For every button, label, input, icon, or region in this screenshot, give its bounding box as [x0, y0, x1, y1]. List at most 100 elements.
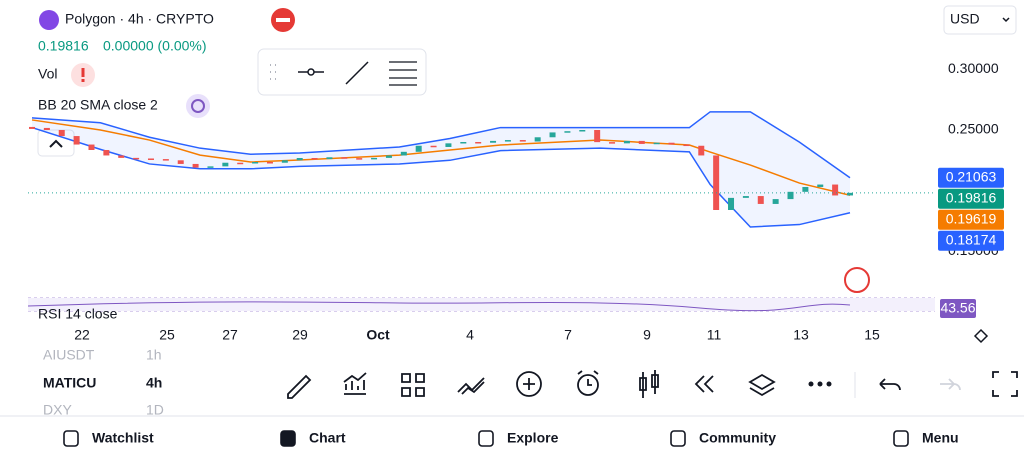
currency-caret: [1002, 17, 1010, 23]
nav-label[interactable]: Menu: [922, 430, 959, 446]
picker-interval[interactable]: 4h: [146, 375, 162, 391]
candle: [564, 131, 571, 133]
picker-interval[interactable]: 1D: [146, 402, 164, 418]
price-tag: [938, 230, 1004, 251]
bb-upper: [31, 111, 851, 179]
picker-symbol[interactable]: DXY: [43, 402, 72, 418]
settings-icon[interactable]: [973, 328, 989, 344]
warning-mark: [81, 68, 85, 77]
rsi-label: RSI 14 close: [38, 306, 118, 322]
candle: [118, 155, 125, 158]
add-tool[interactable]: [516, 371, 542, 397]
candle: [787, 191, 794, 200]
nav-icon: [478, 430, 494, 447]
candle: [579, 130, 586, 132]
candle: [847, 192, 853, 196]
candle: [832, 184, 839, 196]
reload-icon[interactable]: [186, 94, 210, 118]
bb-middle: [31, 119, 851, 196]
candle: [281, 160, 288, 163]
candle: [519, 140, 526, 142]
candle: [757, 196, 764, 204]
price-tag: [938, 188, 1004, 209]
indicators-tool[interactable]: [343, 372, 367, 395]
candle: [638, 140, 645, 144]
candle: [207, 166, 214, 168]
x-axis-label: 9: [643, 327, 651, 343]
draw-tool[interactable]: [287, 374, 312, 399]
rsi-tag: [940, 299, 976, 318]
picker-symbol[interactable]: AIUSDT: [43, 347, 95, 363]
nav-label[interactable]: Chart: [309, 430, 346, 446]
candle: [311, 158, 318, 160]
candle: [430, 145, 437, 148]
candle: [653, 142, 660, 145]
candle: [668, 142, 675, 145]
collapse-caret: [49, 139, 63, 148]
candle: [192, 163, 199, 168]
candle: [341, 157, 348, 159]
coin-icon: [39, 10, 59, 30]
candle: [490, 140, 497, 143]
currency-select[interactable]: [943, 5, 1017, 35]
warning-dot: [81, 79, 85, 82]
candle: [356, 158, 363, 160]
candle: [162, 159, 169, 161]
candle: [43, 127, 50, 130]
candle: [683, 144, 690, 147]
picker-interval[interactable]: 1h: [146, 347, 162, 363]
more-dot: [826, 381, 832, 387]
alert-tool[interactable]: [577, 374, 599, 396]
more-dot: [817, 381, 823, 387]
x-axis-label: 15: [864, 327, 880, 343]
replay-tool[interactable]: [694, 375, 714, 393]
currency-label: USD: [950, 11, 980, 27]
candles-tool[interactable]: [639, 370, 659, 398]
compare-tool[interactable]: [457, 377, 485, 395]
rsi-line: [27, 301, 851, 312]
x-axis-label: 27: [222, 327, 238, 343]
candle: [73, 136, 80, 145]
picker-symbol[interactable]: MATICU: [43, 375, 96, 391]
drag-handle[interactable]: [270, 64, 276, 80]
remove-icon: [276, 18, 290, 22]
templates-tool[interactable]: [401, 373, 425, 397]
candle: [594, 130, 601, 143]
candle: [222, 162, 229, 167]
nav-icon: [280, 430, 296, 447]
trendline-tool[interactable]: [345, 61, 369, 85]
candle: [326, 157, 333, 160]
x-axis-label: 7: [564, 327, 572, 343]
candle: [713, 155, 720, 210]
candle: [504, 140, 511, 142]
candle: [445, 143, 452, 147]
undo-tool[interactable]: [879, 378, 901, 391]
candle: [742, 196, 749, 198]
candle: [802, 186, 809, 192]
nav-label[interactable]: Community: [699, 430, 776, 446]
price-tag: [938, 209, 1004, 230]
candle: [371, 157, 378, 160]
candle: [296, 158, 303, 161]
candle: [817, 184, 824, 187]
candle: [475, 142, 482, 144]
nav-label[interactable]: Watchlist: [92, 430, 154, 446]
nav-label[interactable]: Explore: [507, 430, 559, 446]
more-dot[interactable]: [808, 381, 814, 387]
candle: [534, 137, 541, 142]
layers-tool[interactable]: [748, 373, 776, 397]
fullscreen-tool[interactable]: [992, 371, 1018, 397]
candle: [460, 142, 467, 144]
nav-icon: [63, 430, 79, 447]
reload-glyph: [191, 99, 205, 113]
candle: [728, 197, 735, 210]
alert-glyph: [577, 370, 599, 386]
flag-event[interactable]: [844, 267, 870, 293]
hline-tool-point: [307, 68, 315, 76]
y-tick-label: 0.30000: [948, 60, 999, 76]
price-tag-label: 0.18174: [946, 231, 997, 247]
bb-lower: [31, 126, 851, 228]
settings-tool[interactable]: [389, 61, 417, 86]
rsi-value: 43.56: [940, 300, 975, 316]
